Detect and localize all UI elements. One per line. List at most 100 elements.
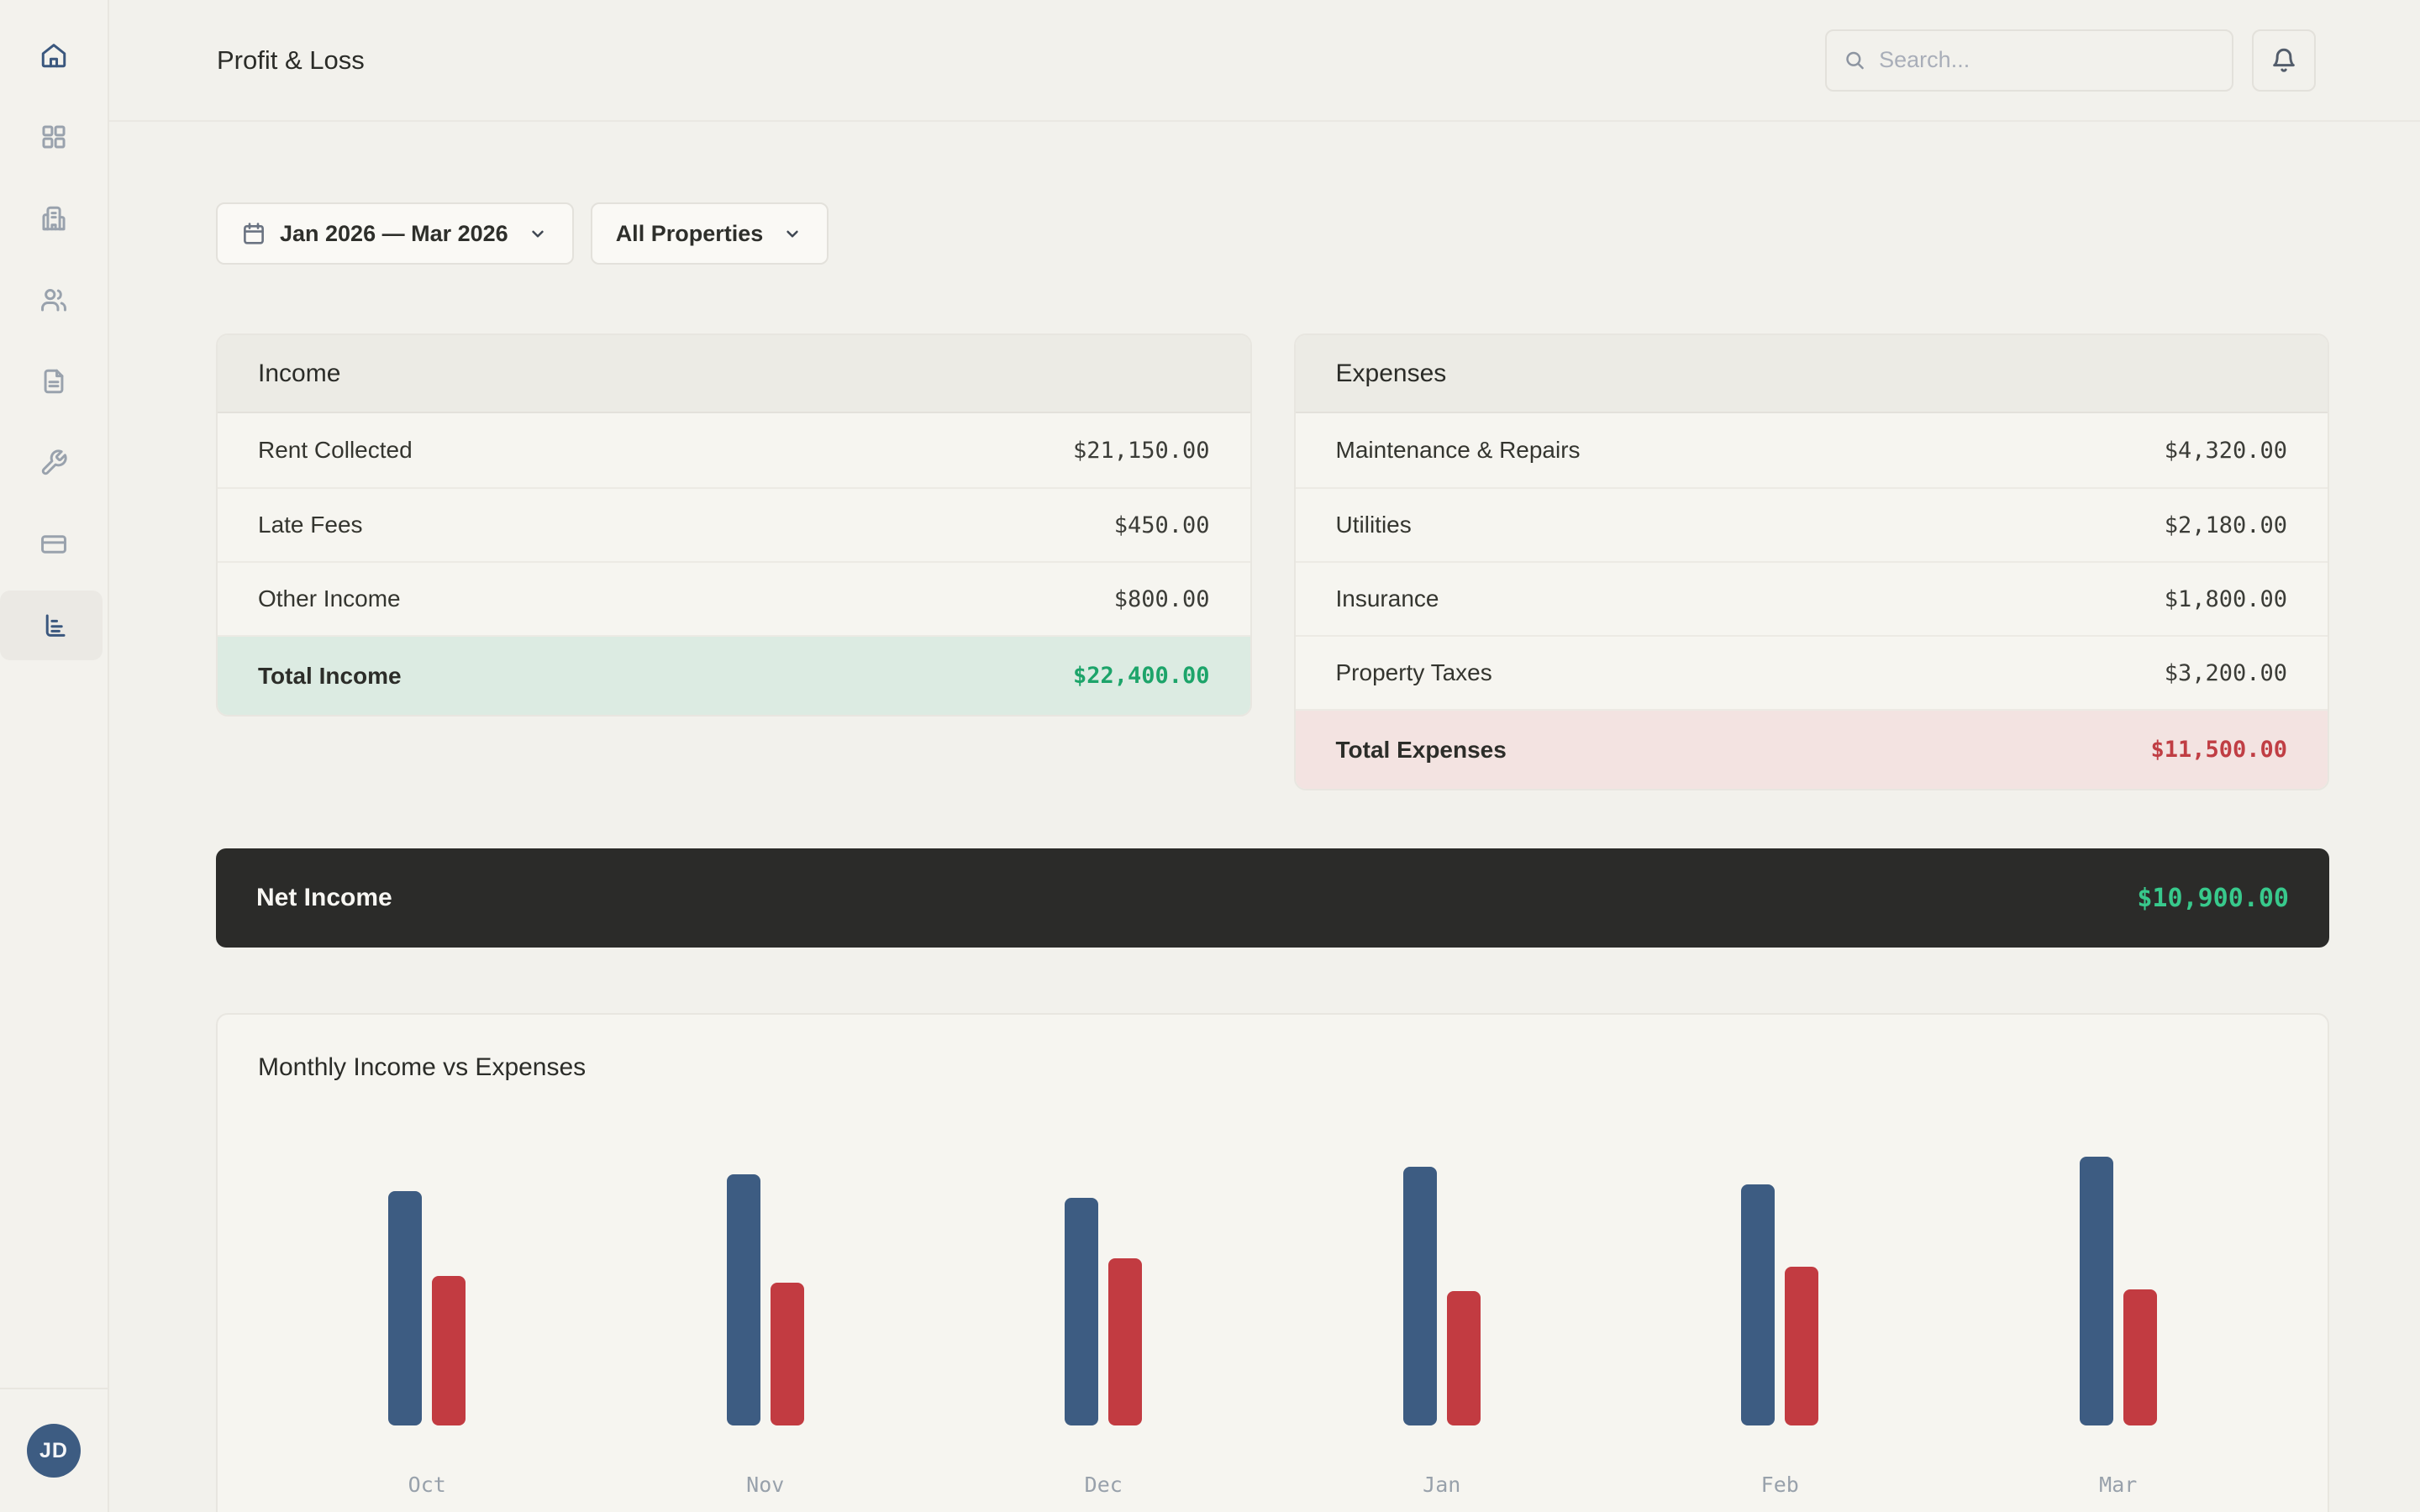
- sidebar-item-properties[interactable]: [0, 177, 108, 259]
- layout-grid-icon: [42, 124, 66, 149]
- sidebar: JD: [0, 0, 109, 1512]
- row-amount: $21,150.00: [1072, 437, 1210, 464]
- chart-bar-income: [1065, 1198, 1099, 1425]
- chart-column-oct: [388, 1191, 466, 1425]
- net-income-amount: $10,900.00: [2137, 883, 2289, 913]
- chart-column-dec: [1065, 1198, 1143, 1425]
- total-amount: $22,400.00: [1072, 663, 1210, 689]
- user-avatar[interactable]: JD: [27, 1424, 81, 1478]
- bell-icon: [2273, 48, 2295, 72]
- expenses-card-header: Expenses: [1295, 335, 2328, 413]
- chart-bar-income: [1402, 1167, 1437, 1425]
- row-amount: $450.00: [1113, 512, 1210, 538]
- properties-filter[interactable]: All Properties: [590, 202, 829, 265]
- chart-x-axis-labels: Oct Nov Dec Jan Feb Mar: [258, 1473, 2287, 1497]
- net-income-label: Net Income: [256, 884, 392, 911]
- wrench-icon: [41, 449, 67, 475]
- chart-bar-income: [2079, 1157, 2113, 1425]
- chevron-down-icon: [786, 230, 798, 238]
- chart-bar-expenses: [432, 1276, 466, 1425]
- search-input[interactable]: [1879, 47, 2215, 73]
- row-amount: $2,180.00: [2164, 512, 2287, 538]
- net-income-banner: Net Income $10,900.00: [216, 848, 2329, 948]
- row-label: Rent Collected: [258, 437, 413, 463]
- sidebar-nav: [0, 0, 108, 666]
- chart-column-jan: [1402, 1167, 1481, 1425]
- row-label: Insurance: [1335, 585, 1439, 612]
- row-label: Utilities: [1335, 512, 1412, 538]
- sidebar-item-documents[interactable]: [0, 340, 108, 422]
- notifications-button[interactable]: [2252, 29, 2316, 92]
- table-row: Property Taxes $3,200.00: [1295, 635, 2328, 709]
- chart-bar-income: [1741, 1184, 1776, 1425]
- table-row: Insurance $1,800.00: [1295, 561, 2328, 635]
- expenses-card: Expenses Maintenance & Repairs $4,320.00…: [1293, 333, 2329, 790]
- chart-bar-income: [388, 1191, 423, 1425]
- total-expenses-row: Total Expenses $11,500.00: [1295, 709, 2328, 789]
- chart-bar-expenses: [1446, 1291, 1481, 1425]
- page-title: Profit & Loss: [217, 45, 365, 75]
- x-axis-label: Feb: [1760, 1473, 1799, 1497]
- chart-column-nov: [726, 1174, 804, 1425]
- filters-row: Jan 2026 — Mar 2026 All Properties: [216, 202, 2329, 265]
- sidebar-item-home[interactable]: [0, 14, 108, 96]
- chart-bar-expenses: [2123, 1289, 2157, 1425]
- sidebar-item-maintenance[interactable]: [0, 422, 108, 503]
- x-axis-label: Jan: [1423, 1473, 1461, 1497]
- table-row: Rent Collected $21,150.00: [218, 413, 1250, 487]
- income-card-header: Income: [218, 335, 1250, 413]
- properties-label: All Properties: [615, 220, 764, 246]
- chart-card: Monthly Income vs Expenses Oct Nov Dec Jan F…: [216, 1013, 2329, 1512]
- calendar-icon: [244, 223, 264, 244]
- income-card: Income Rent Collected $21,150.00 Late Fe…: [216, 333, 1252, 717]
- content: Jan 2026 — Mar 2026 All Properties Incom…: [109, 122, 2420, 1512]
- x-axis-label: Nov: [746, 1473, 785, 1497]
- main-area: Profit & Loss Jan 2026 — Mar 2026 All Pr…: [109, 0, 2420, 1512]
- row-label: Late Fees: [258, 512, 363, 538]
- row-amount: $4,320.00: [2164, 437, 2287, 464]
- row-label: Property Taxes: [1335, 659, 1492, 685]
- sidebar-item-dashboard[interactable]: [0, 96, 108, 177]
- sidebar-footer: JD: [0, 1388, 108, 1512]
- home-icon: [41, 43, 66, 67]
- row-amount: $3,200.00: [2164, 659, 2287, 686]
- search-box[interactable]: [1825, 29, 2233, 92]
- chart-column-mar: [2079, 1157, 2157, 1425]
- chart-bar-income: [726, 1174, 760, 1425]
- sidebar-item-payments[interactable]: [0, 503, 108, 585]
- x-axis-label: Dec: [1084, 1473, 1123, 1497]
- search-icon: [1846, 51, 1864, 69]
- topbar: Profit & Loss: [109, 0, 2420, 122]
- building-icon: [42, 206, 66, 230]
- chevron-down-icon: [532, 230, 544, 238]
- file-text-icon: [44, 369, 64, 393]
- total-income-row: Total Income $22,400.00: [218, 635, 1250, 715]
- row-label: Maintenance & Repairs: [1335, 437, 1581, 463]
- row-label: Other Income: [258, 585, 401, 612]
- credit-card-icon: [41, 534, 66, 554]
- total-amount: $11,500.00: [2150, 737, 2287, 763]
- x-axis-label: Mar: [2099, 1473, 2138, 1497]
- chart-column-feb: [1741, 1184, 1819, 1425]
- table-row: Maintenance & Repairs $4,320.00: [1296, 413, 2328, 487]
- total-label: Total Expenses: [1335, 736, 1507, 763]
- row-amount: $800.00: [1113, 585, 1210, 612]
- table-row: Utilities $2,180.00: [1295, 487, 2328, 561]
- x-axis-label: Oct: [408, 1473, 446, 1497]
- table-row: Other Income $800.00: [218, 561, 1250, 635]
- statement-cards: Income Rent Collected $21,150.00 Late Fe…: [216, 333, 2329, 790]
- chart-plot: [258, 1084, 2287, 1425]
- users-icon: [41, 288, 66, 312]
- date-range-filter[interactable]: Jan 2026 — Mar 2026: [216, 202, 574, 265]
- sidebar-item-tenants[interactable]: [0, 259, 108, 340]
- chart-bar-expenses: [1785, 1267, 1819, 1425]
- sidebar-item-reports[interactable]: [0, 585, 108, 666]
- bar-chart-icon: [45, 613, 66, 637]
- row-amount: $1,800.00: [2164, 585, 2287, 612]
- total-label: Total Income: [258, 662, 402, 689]
- chart-bar-expenses: [770, 1283, 804, 1425]
- chart-bar-expenses: [1108, 1258, 1143, 1425]
- chart-title: Monthly Income vs Expenses: [258, 1053, 587, 1081]
- table-row: Late Fees $450.00: [218, 487, 1250, 561]
- date-range-label: Jan 2026 — Mar 2026: [280, 220, 508, 246]
